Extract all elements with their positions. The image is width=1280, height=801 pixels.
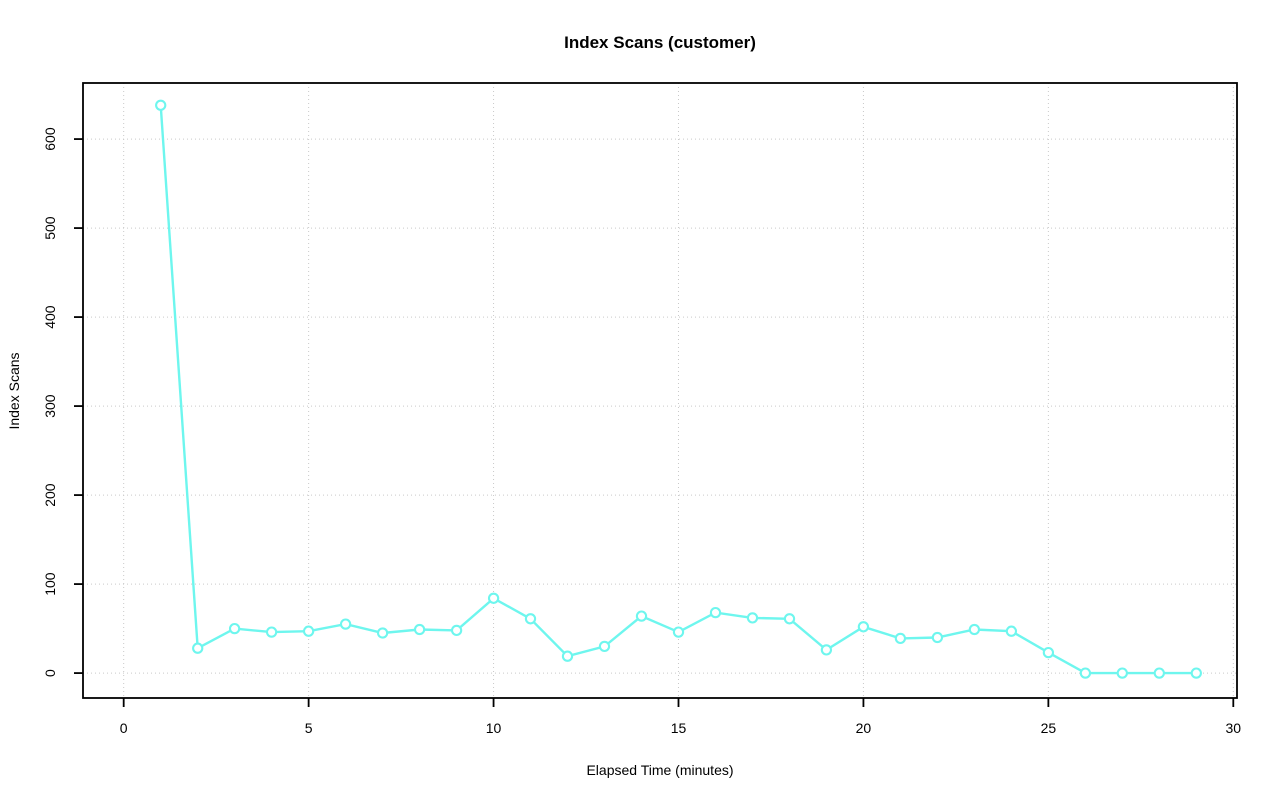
data-point-marker: [598, 640, 611, 653]
data-point-marker: [894, 632, 907, 645]
data-point-marker: [228, 622, 241, 635]
data-point-marker: [376, 627, 389, 639]
data-point-marker: [672, 626, 685, 638]
data-point-marker: [1042, 646, 1055, 659]
data-point-marker: [413, 623, 426, 636]
y-axis-tick-label: 400: [42, 305, 58, 329]
x-axis-tick-label: 15: [671, 720, 687, 736]
data-point-marker: [709, 606, 722, 619]
y-axis-tick-label: 500: [42, 216, 58, 240]
x-axis-tick-label: 30: [1226, 720, 1242, 736]
data-point-marker: [155, 99, 167, 111]
data-point-marker: [1116, 667, 1128, 679]
y-axis-tick-label: 600: [42, 127, 58, 151]
data-point-marker: [1079, 667, 1092, 679]
y-axis-tick-label: 100: [42, 572, 58, 596]
data-point-marker: [746, 612, 759, 624]
data-point-marker: [265, 626, 278, 638]
data-point-marker: [192, 642, 204, 654]
x-axis-title: Elapsed Time (minutes): [586, 762, 734, 778]
x-axis-tick-label: 10: [486, 720, 502, 736]
x-axis-tick-label: 20: [856, 720, 872, 736]
data-point-marker: [450, 624, 463, 637]
x-axis-tick-label: 25: [1041, 720, 1057, 736]
plot-frame: [82, 82, 1238, 699]
x-axis-tick-label: 5: [305, 720, 313, 736]
chart-title: Index Scans (customer): [564, 33, 756, 52]
y-axis-tick-label: 200: [42, 483, 58, 507]
data-point-marker: [302, 625, 315, 637]
x-axis-tick-label: 0: [120, 720, 128, 736]
data-point-marker: [339, 618, 352, 630]
data-point-marker: [1005, 625, 1018, 637]
data-point-marker: [968, 623, 981, 636]
data-point-marker: [1190, 667, 1202, 679]
data-point-marker: [561, 650, 574, 662]
data-point-marker: [820, 644, 833, 656]
y-axis-tick-label: 300: [42, 394, 58, 418]
data-point-marker: [931, 631, 944, 644]
data-point-marker: [857, 621, 870, 633]
data-point-marker: [635, 610, 648, 622]
data-point-marker: [487, 592, 500, 604]
data-point-marker: [783, 613, 796, 625]
data-point-marker: [524, 613, 537, 625]
y-axis-tick-label: 0: [42, 669, 58, 677]
data-point-marker: [1153, 667, 1165, 679]
